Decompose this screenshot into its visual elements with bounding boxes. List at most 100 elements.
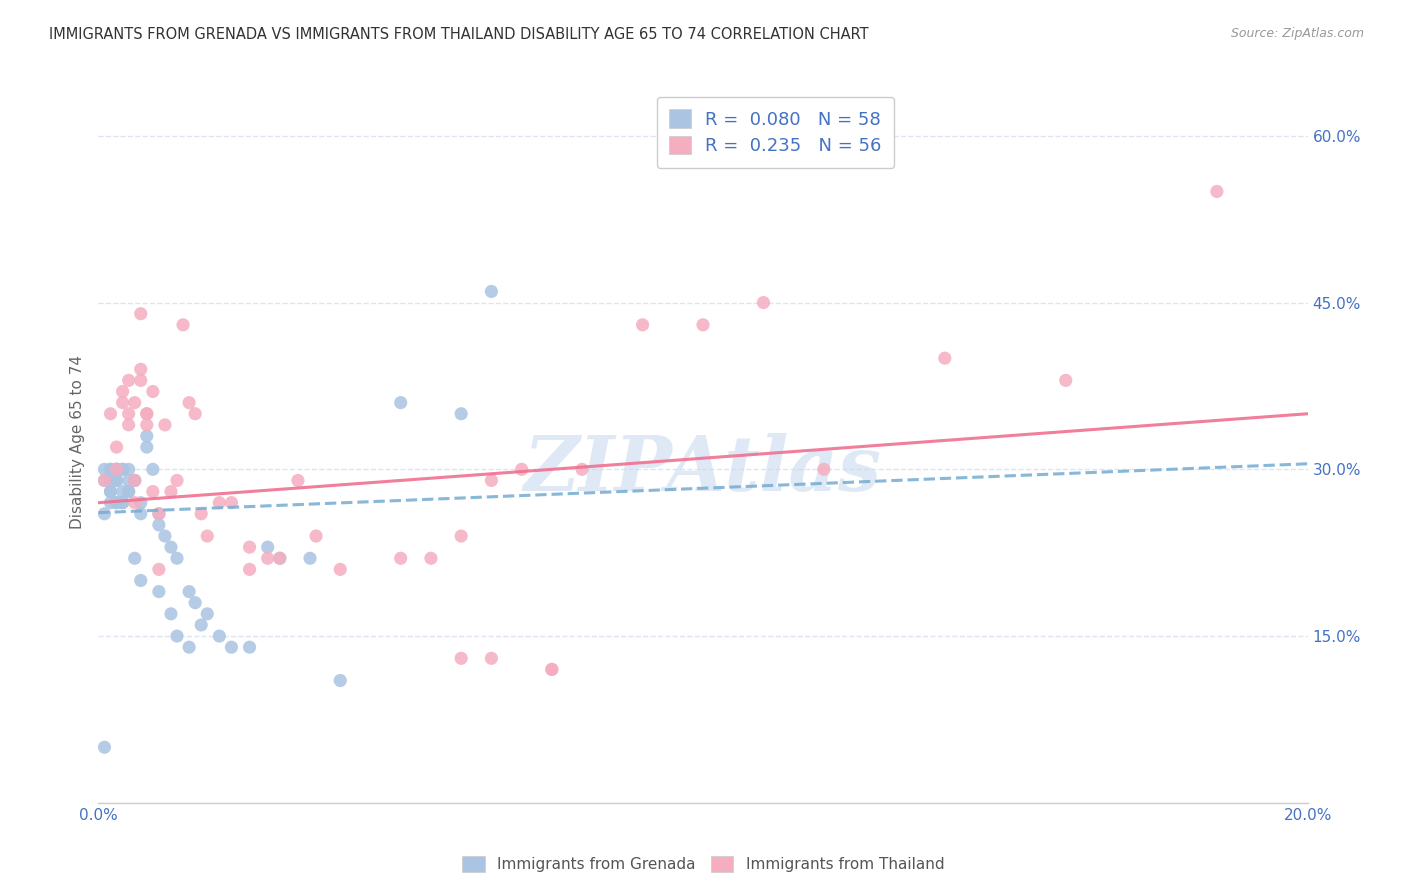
Point (256, 540, 278, 554)
Point (111, 462, 134, 476)
Point (118, 484, 141, 499)
Point (105, 474, 128, 488)
Point (100, 496, 122, 510)
Point (153, 529, 176, 543)
Point (124, 395, 146, 409)
Point (752, 295, 775, 310)
Point (195, 529, 218, 543)
Point (571, 462, 593, 476)
Point (540, 662, 562, 676)
Point (105, 474, 128, 488)
Legend: R =  0.080   N = 58, R =  0.235   N = 56: R = 0.080 N = 58, R = 0.235 N = 56 (657, 96, 894, 168)
Point (299, 551, 322, 566)
Point (450, 407, 472, 421)
Point (256, 551, 278, 566)
Point (124, 551, 146, 566)
Point (118, 484, 141, 499)
Point (124, 474, 146, 488)
Point (105, 462, 128, 476)
Point (166, 551, 188, 566)
Point (100, 407, 122, 421)
Point (148, 507, 170, 521)
Point (148, 507, 170, 521)
Point (813, 462, 835, 476)
Point (208, 629, 231, 643)
Point (111, 484, 134, 499)
Point (481, 285, 503, 299)
Point (166, 474, 188, 488)
Point (190, 618, 212, 632)
Point (450, 529, 472, 543)
Point (118, 474, 141, 488)
Point (450, 651, 472, 665)
Point (100, 462, 122, 476)
Point (105, 496, 128, 510)
Point (135, 407, 157, 421)
Point (329, 673, 352, 688)
Point (221, 496, 243, 510)
Point (142, 384, 165, 399)
Point (148, 517, 170, 532)
Point (1206, 185, 1229, 199)
Point (93, 507, 115, 521)
Point (124, 474, 146, 488)
Point (135, 440, 157, 454)
Point (208, 496, 231, 510)
Point (172, 318, 194, 332)
Point (93, 740, 115, 755)
Text: Source: ZipAtlas.com: Source: ZipAtlas.com (1230, 27, 1364, 40)
Point (166, 629, 188, 643)
Point (105, 462, 128, 476)
Point (129, 373, 152, 387)
Point (93, 474, 115, 488)
Legend: Immigrants from Grenada, Immigrants from Thailand: Immigrants from Grenada, Immigrants from… (454, 848, 952, 880)
Point (239, 640, 262, 655)
Point (105, 462, 128, 476)
Point (105, 462, 128, 476)
Point (481, 651, 503, 665)
Point (305, 529, 328, 543)
Point (129, 574, 152, 588)
Point (239, 562, 262, 576)
Point (389, 395, 412, 409)
Point (111, 496, 134, 510)
Point (190, 507, 212, 521)
Point (1054, 373, 1077, 387)
Point (124, 496, 146, 510)
Point (179, 395, 201, 409)
Text: ZIPAtlas: ZIPAtlas (524, 434, 882, 508)
Point (135, 429, 157, 443)
Point (118, 373, 141, 387)
Point (184, 596, 207, 610)
Point (269, 551, 291, 566)
Point (184, 407, 207, 421)
Point (135, 417, 157, 432)
Point (118, 462, 141, 476)
Point (135, 407, 157, 421)
Y-axis label: Disability Age 65 to 74: Disability Age 65 to 74 (69, 354, 84, 529)
Point (179, 640, 201, 655)
Point (129, 507, 152, 521)
Point (153, 417, 176, 432)
Point (111, 462, 134, 476)
Point (124, 474, 146, 488)
Point (100, 462, 122, 476)
Point (160, 484, 183, 499)
Point (129, 307, 152, 321)
Point (420, 551, 443, 566)
Point (179, 584, 201, 599)
Point (269, 551, 291, 566)
Point (93, 462, 115, 476)
Point (111, 395, 134, 409)
Point (100, 474, 122, 488)
Point (105, 496, 128, 510)
Point (129, 362, 152, 376)
Point (100, 484, 122, 499)
Point (148, 584, 170, 599)
Point (118, 417, 141, 432)
Point (221, 640, 243, 655)
Point (934, 351, 956, 366)
Point (100, 484, 122, 499)
Point (631, 318, 654, 332)
Point (105, 440, 128, 454)
